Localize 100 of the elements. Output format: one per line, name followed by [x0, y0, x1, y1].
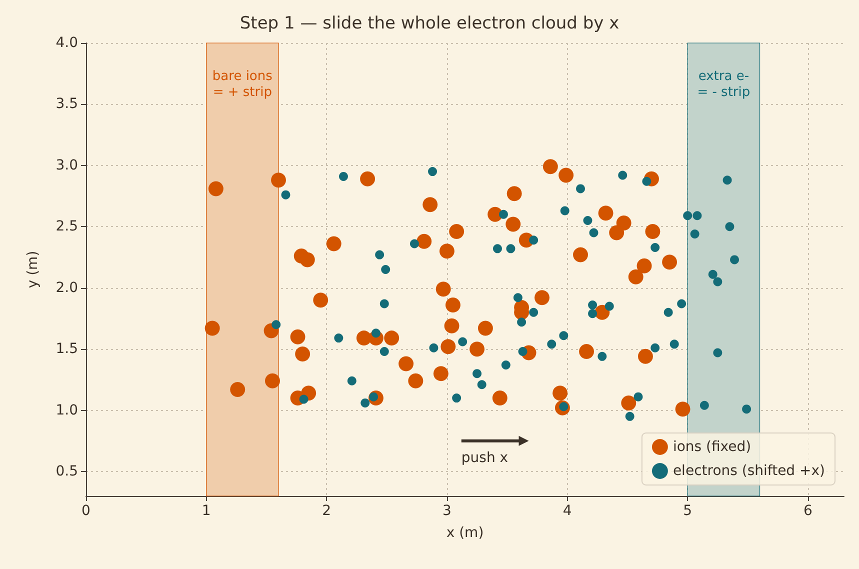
y-tick-label: 2.5 — [56, 218, 78, 235]
point — [559, 331, 568, 340]
point — [338, 172, 348, 181]
point — [708, 270, 718, 279]
y-tick-label: 4.0 — [56, 35, 78, 51]
point — [384, 330, 400, 346]
point — [677, 299, 686, 308]
x-tick-label: 6 — [803, 503, 812, 519]
point — [628, 269, 644, 284]
point — [604, 302, 614, 311]
point — [380, 299, 389, 308]
band-label: extra e- = - strip — [697, 69, 750, 100]
point — [449, 224, 464, 240]
point — [300, 252, 315, 268]
point — [742, 404, 752, 414]
point — [265, 373, 280, 388]
point — [517, 318, 526, 327]
x-tick-label: 0 — [82, 503, 90, 519]
point — [440, 339, 456, 354]
point — [375, 250, 384, 260]
y-tick-label: 2.0 — [56, 280, 78, 296]
point — [429, 343, 438, 352]
x-tick-label: 1 — [202, 503, 211, 519]
point — [730, 255, 740, 264]
point — [347, 376, 356, 386]
point — [558, 168, 574, 183]
point — [670, 340, 679, 349]
legend-label: electrons (shifted +x) — [672, 463, 826, 479]
point — [410, 239, 419, 248]
point — [360, 398, 370, 408]
point — [589, 228, 598, 238]
y-tick-label: 1.0 — [56, 402, 78, 418]
point — [675, 402, 690, 417]
point — [634, 392, 643, 402]
point — [725, 222, 734, 232]
y-tick-label: 3.5 — [56, 96, 78, 112]
point — [650, 343, 660, 352]
x-tick-label: 2 — [322, 503, 332, 519]
point — [588, 309, 598, 318]
point — [552, 386, 568, 401]
point — [579, 344, 594, 360]
point — [625, 412, 634, 421]
point — [381, 265, 390, 274]
point — [588, 300, 598, 310]
point — [534, 290, 550, 306]
point — [360, 171, 376, 186]
y-tick-label: 0.5 — [56, 464, 78, 480]
point — [204, 320, 220, 336]
point — [616, 215, 632, 230]
x-tick-label: 4 — [562, 503, 572, 519]
annotation: push x — [461, 450, 508, 466]
y-axis-title: y (m) — [25, 250, 41, 288]
point — [499, 210, 508, 219]
point — [428, 167, 438, 176]
point — [299, 394, 308, 404]
point — [609, 225, 624, 240]
point — [542, 159, 558, 174]
point — [683, 211, 692, 220]
point — [472, 369, 482, 378]
point — [422, 197, 438, 212]
point — [492, 390, 508, 406]
point — [433, 366, 448, 382]
band-label: bare ions = + strip — [212, 69, 273, 100]
y-tick-label: 3.0 — [56, 157, 78, 174]
point — [470, 342, 485, 357]
point — [398, 356, 414, 372]
point — [664, 308, 673, 317]
point — [326, 236, 342, 252]
point — [573, 247, 588, 262]
point — [690, 229, 700, 238]
point — [692, 211, 702, 220]
point — [518, 347, 528, 356]
point — [636, 258, 652, 274]
point — [529, 308, 538, 317]
point — [598, 206, 614, 221]
y-tick-label: 1.5 — [56, 341, 78, 358]
point — [506, 216, 521, 232]
point — [713, 277, 722, 286]
point — [547, 340, 556, 349]
legend-label: ions (fixed) — [672, 439, 752, 455]
x-tick-label: 3 — [442, 503, 452, 519]
point — [638, 348, 653, 364]
point — [645, 224, 660, 240]
point — [662, 254, 678, 270]
point — [452, 394, 462, 403]
point — [444, 318, 460, 334]
point — [583, 216, 592, 226]
point — [492, 244, 502, 254]
point — [295, 346, 310, 362]
point — [598, 352, 607, 361]
point — [478, 320, 493, 336]
point — [416, 234, 432, 249]
point — [230, 382, 246, 397]
point — [334, 334, 344, 343]
point — [439, 244, 454, 259]
point — [506, 244, 516, 254]
point — [513, 293, 522, 302]
point — [208, 181, 224, 196]
point — [560, 206, 570, 216]
point — [436, 282, 451, 297]
